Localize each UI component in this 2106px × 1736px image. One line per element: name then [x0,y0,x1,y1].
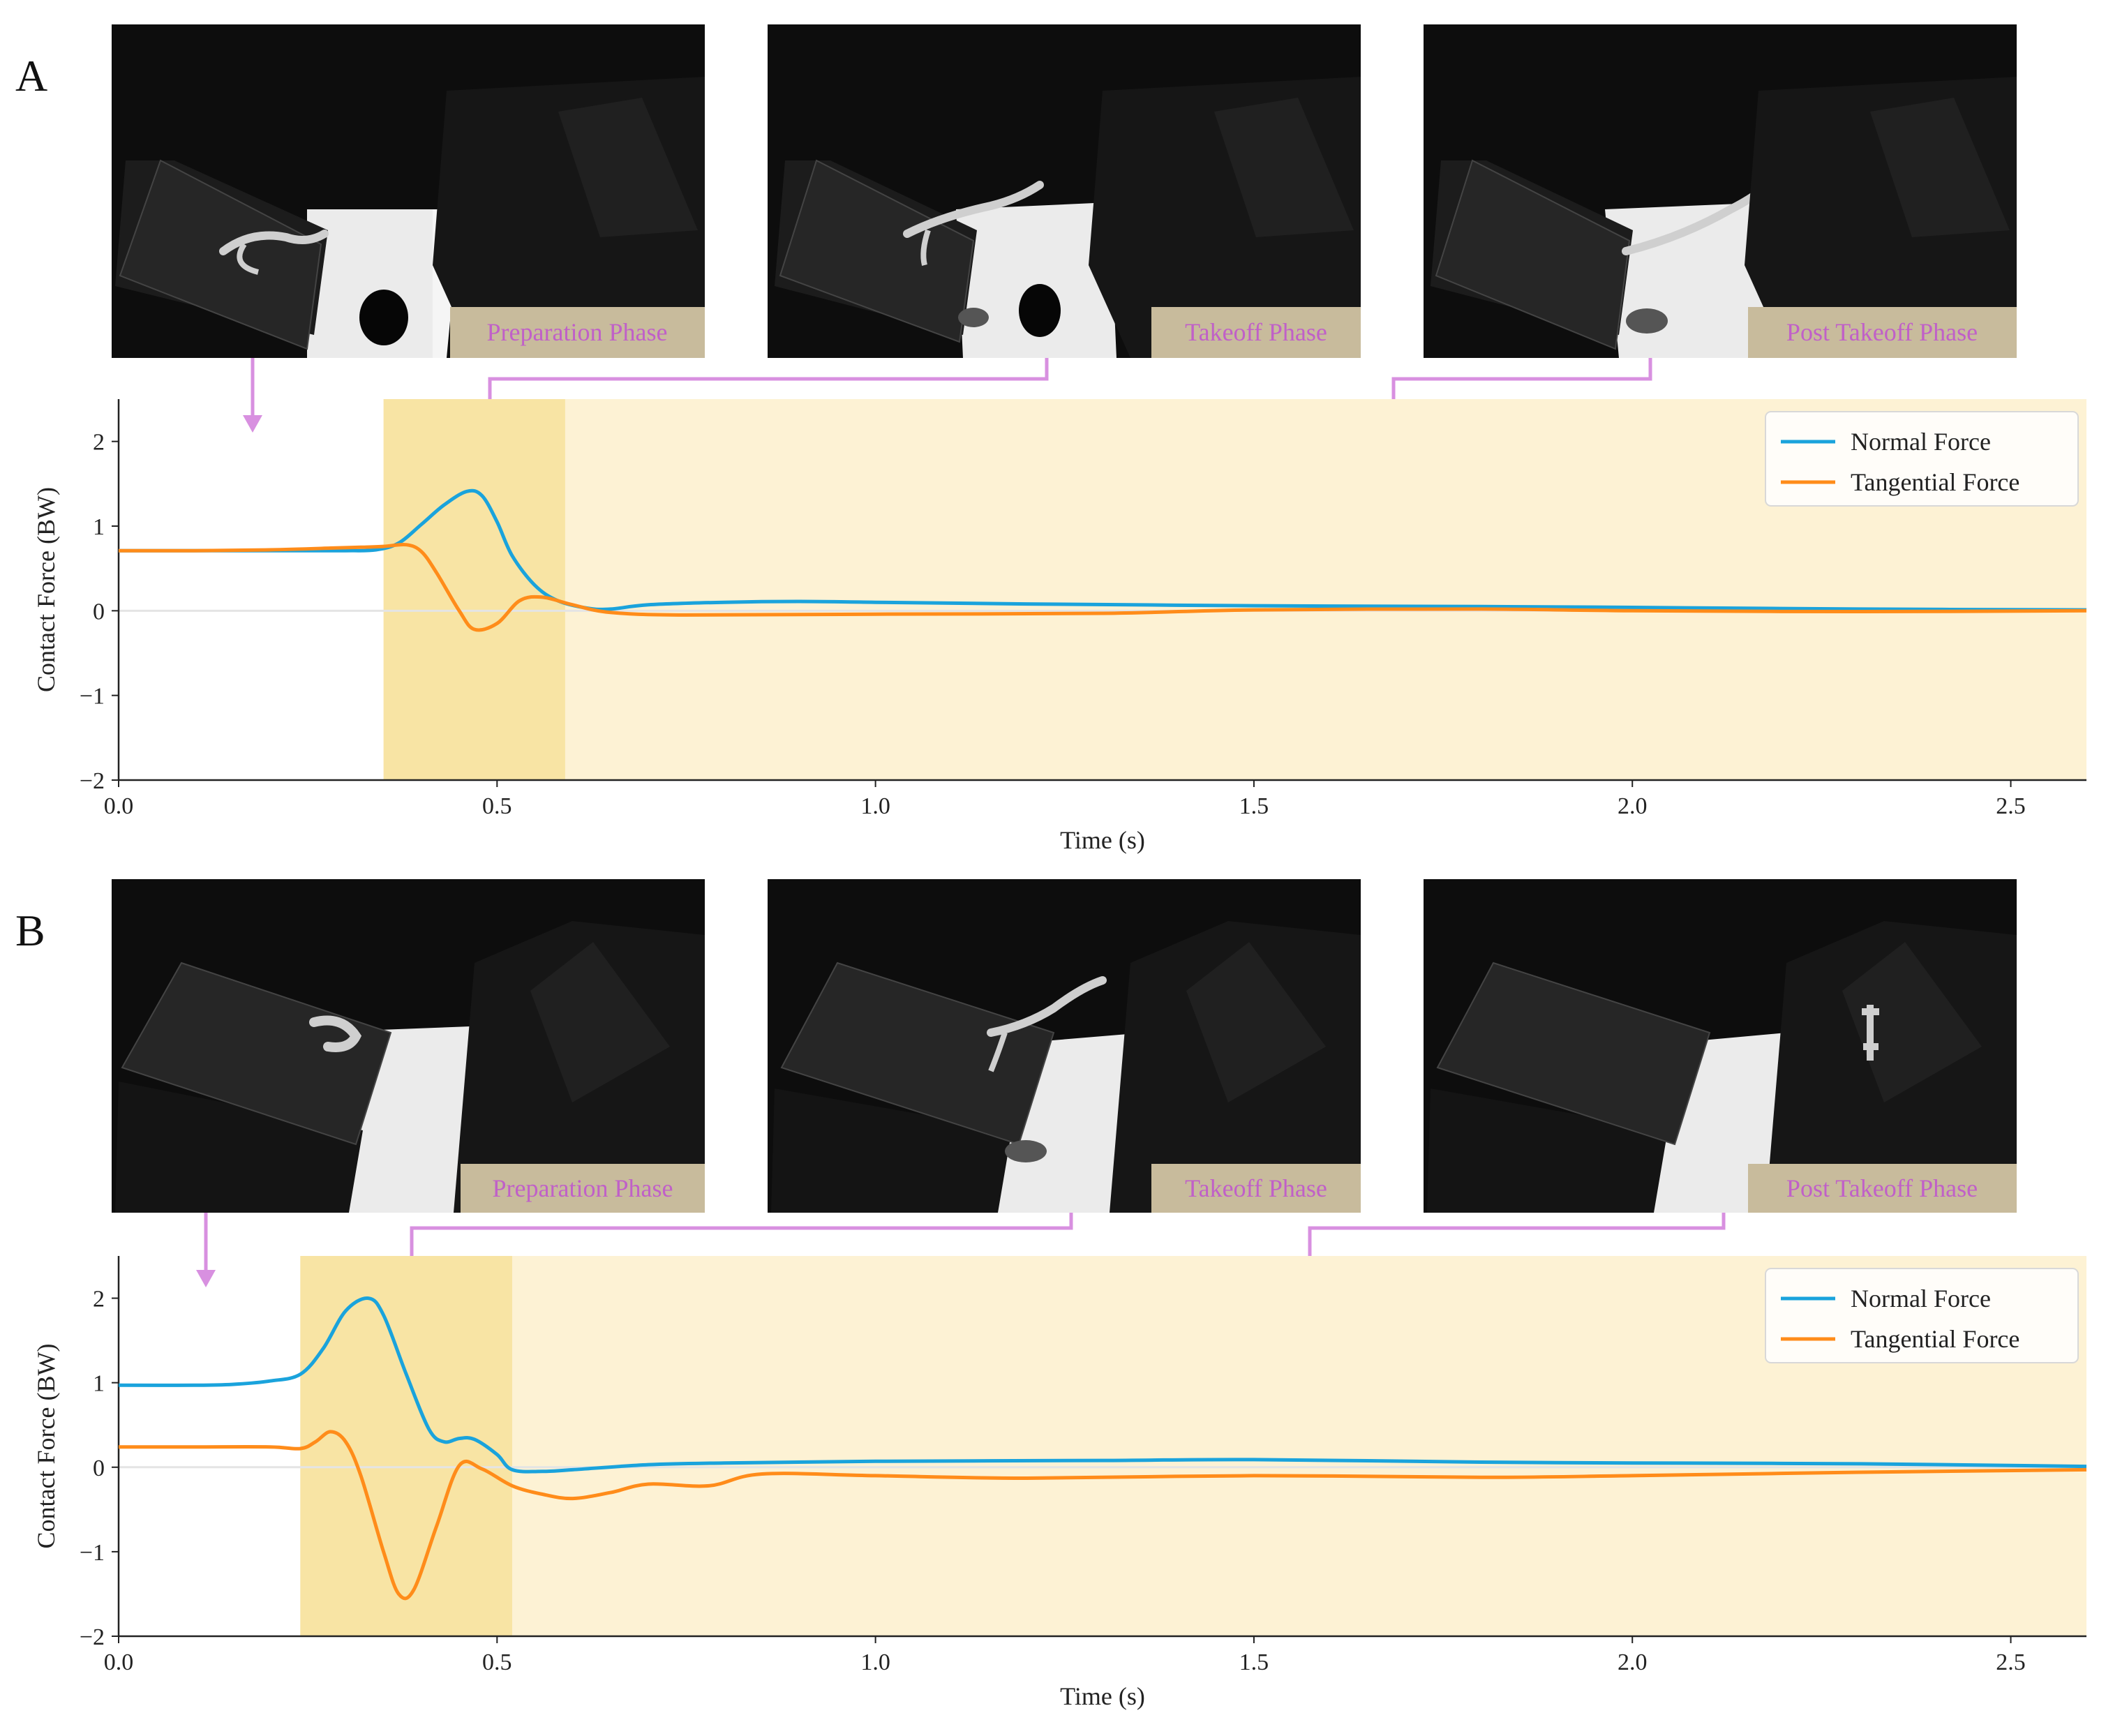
y-axis-title: Contact Force (BW) [32,487,60,692]
photo-preparation-b: Preparation Phase [112,879,705,1213]
photo-post-takeoff-a: Post Takeoff Phase [1424,24,2017,358]
photo-post-takeoff-b: Post Takeoff Phase [1424,879,2017,1213]
y-tick-label: −1 [80,684,105,710]
takeoff-shade [383,399,565,780]
y-tick-label: 1 [93,514,105,540]
legend-label: Normal Force [1851,428,1991,456]
legend-box [1765,411,2079,507]
chart-a: 0.0 0.5 1.0 1.5 2.0 2.5 2 1 0 −1 −2 Time (s) Contact… [32,399,2087,854]
photo-preparation-a: Preparation Phase [112,24,705,358]
legend-label: Tangential Force [1851,1325,2019,1353]
x-tick-label: 1.5 [1239,793,1269,819]
y-tick-label: 0 [93,1456,105,1481]
phase-label-b-3: Post Takeoff Phase [1786,1174,1978,1202]
takeoff-shade [300,1256,512,1636]
y-tick-label: −2 [80,1624,105,1650]
x-tick-label: 1.5 [1239,1649,1269,1675]
x-axis-title: Time (s) [1060,826,1145,854]
y-tick-label: 1 [93,1371,105,1397]
legend-label: Normal Force [1851,1285,1991,1312]
panel-a: A Preparation Phase [15,24,2087,854]
phase-label-a-2: Takeoff Phase [1185,318,1327,346]
y-tick-label: 2 [93,1287,105,1312]
x-tick-label: 1.0 [860,793,890,819]
x-tick-label: 2.0 [1618,1649,1648,1675]
panel-letter-a: A [15,51,47,100]
series-line-normal [118,1296,2087,1474]
x-tick-label: 1.0 [860,1649,890,1675]
phase-label-b-1: Preparation Phase [493,1174,673,1202]
x-tick-label: 0.5 [482,1649,512,1675]
phase-arrows-a [251,358,1652,419]
y-tick-label: 2 [93,430,105,456]
phase-label-a-1: Preparation Phase [487,318,668,346]
photo-takeoff-a: Takeoff Phase [768,24,1361,358]
phase-label-a-3: Post Takeoff Phase [1786,318,1978,346]
x-tick-label: 0.0 [104,793,134,819]
y-tick-label: 0 [93,599,105,624]
y-axis-title: Contact Force (BW) [32,1344,60,1549]
y-tick-label: −2 [80,768,105,794]
x-tick-label: 2.5 [1996,793,2026,819]
legend-label: Tangential Force [1851,468,2019,496]
series-line-tangential [118,1430,2087,1601]
x-tick-label: 2.0 [1618,793,1648,819]
photo-takeoff-b: Takeoff Phase [768,879,1361,1213]
chart-b: 0.0 0.5 1.0 1.5 2.0 2.5 2 1 0 −1 −2 Time (s) Contact… [32,1256,2087,1710]
series-line-tangential [118,542,2087,632]
panel-b: B Preparation Phase Takeoff Phase [15,879,2087,1710]
x-axis-title: Time (s) [1060,1682,1145,1710]
panel-letter-b: B [15,906,45,955]
legend-box [1765,1268,2079,1363]
phase-label-b-2: Takeoff Phase [1185,1174,1327,1202]
y-tick-label: −1 [80,1540,105,1566]
x-tick-label: 0.5 [482,793,512,819]
x-tick-label: 2.5 [1996,1649,2026,1675]
x-tick-label: 0.0 [104,1649,134,1675]
phase-arrows-b [204,1213,1726,1273]
